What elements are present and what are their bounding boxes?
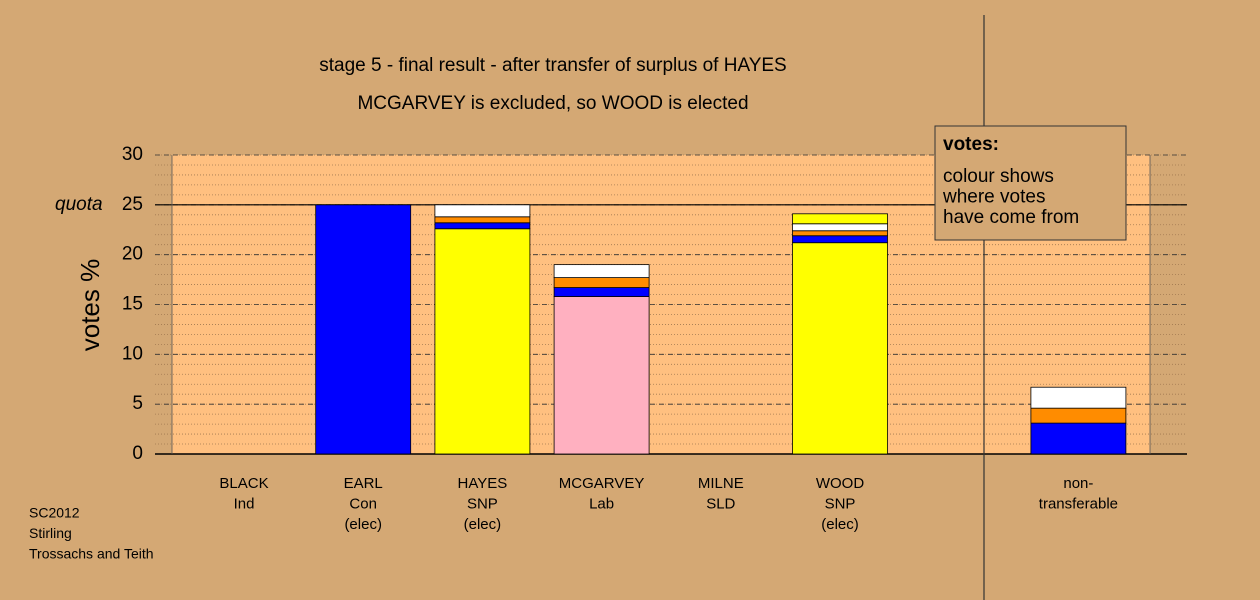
x-tick-label: SNP (467, 495, 498, 512)
y-tick-label: 30 (122, 144, 143, 165)
x-tick-label: Lab (589, 495, 614, 512)
x-tick-label: (elec) (464, 516, 502, 533)
x-tick-label: Con (349, 495, 377, 512)
bar-segment (434, 228, 531, 455)
bar-segment (434, 222, 531, 230)
note-box (934, 125, 1127, 241)
footnote-line: Stirling (29, 525, 72, 541)
x-tick-label: transferable (1039, 495, 1118, 512)
chart-title: stage 5 - final result - after transfer … (319, 55, 786, 76)
y-tick-label: 20 (122, 244, 143, 265)
x-tick-label: non- (1063, 475, 1093, 492)
x-tick-label: BLACK (219, 475, 268, 492)
bar-segment (792, 213, 888, 225)
bar-segment (553, 296, 650, 455)
note-line: colour shows (943, 166, 1054, 187)
note-line: have come from (943, 207, 1079, 228)
bar-segment (434, 216, 531, 224)
bar-segment (434, 204, 531, 218)
bar-segment (792, 235, 888, 244)
bar-segment (553, 287, 650, 297)
quota-label: quota (55, 194, 103, 215)
x-tick-label: Ind (234, 495, 255, 512)
y-axis-label: votes % (75, 259, 105, 352)
footnote-line: Trossachs and Teith (29, 546, 154, 562)
bar-segment (553, 264, 650, 278)
bar-segment (792, 223, 888, 232)
bar-segment (553, 277, 650, 288)
y-tick-label: 0 (132, 443, 143, 464)
y-tick-label: 15 (122, 294, 143, 315)
x-tick-label: (elec) (821, 516, 859, 533)
x-tick-label: EARL (344, 475, 383, 492)
x-tick-label: MILNE (698, 475, 744, 492)
footnote-line: SC2012 (29, 505, 80, 521)
note-line: where votes (942, 187, 1045, 208)
y-tick-label: 10 (122, 343, 143, 364)
x-tick-label: SNP (825, 495, 856, 512)
x-tick-label: MCGARVEY (559, 475, 645, 492)
bar-segment (792, 242, 888, 455)
bar-segment (315, 204, 412, 455)
note-heading: votes: (943, 134, 999, 155)
bar-segment (1030, 422, 1127, 455)
bar-segment (1030, 386, 1127, 409)
x-tick-label: SLD (706, 495, 735, 512)
bar-segment (1030, 407, 1127, 424)
x-tick-label: WOOD (816, 475, 864, 492)
y-tick-label: 5 (132, 393, 143, 414)
footnote: SC2012 Stirling Trossachs and Teith (29, 505, 154, 562)
x-tick-label: (elec) (344, 516, 382, 533)
y-tick-label: 25 (122, 194, 143, 215)
bar-segment (792, 230, 888, 237)
x-tick-label: HAYES (458, 475, 508, 492)
chart-subtitle: MCGARVEY is excluded, so WOOD is elected (357, 93, 748, 114)
